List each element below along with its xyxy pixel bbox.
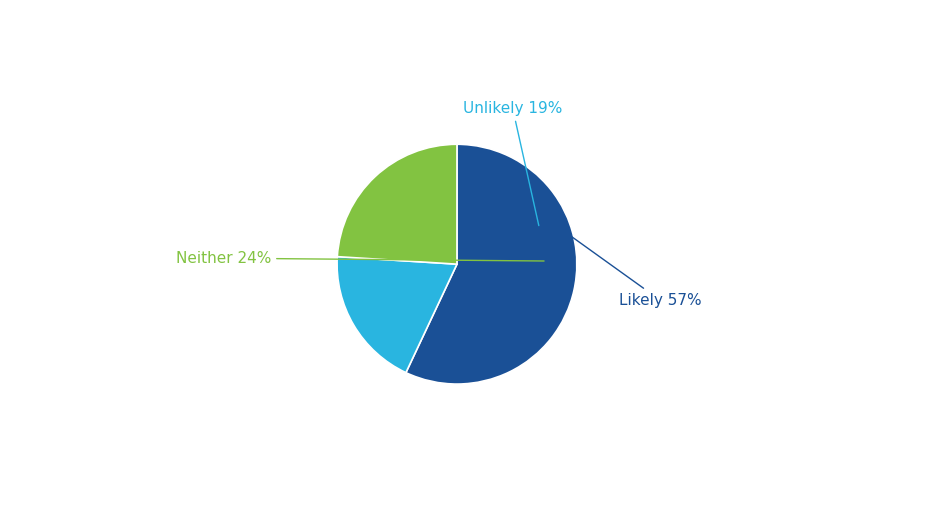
Text: by Johnson Controls: by Johnson Controls [791,481,894,491]
Text: Likely 57%: Likely 57% [502,187,702,308]
Wedge shape [406,144,577,384]
Wedge shape [337,257,457,373]
Wedge shape [337,144,457,264]
Text: Long lines may drive shoppers to abandon carts this holiday season.: Long lines may drive shoppers to abandon… [60,40,892,59]
Text: Unlikely 19%: Unlikely 19% [463,101,563,226]
Text: Neither 24%: Neither 24% [176,250,544,266]
Text: Sensormatic: Sensormatic [780,450,905,467]
